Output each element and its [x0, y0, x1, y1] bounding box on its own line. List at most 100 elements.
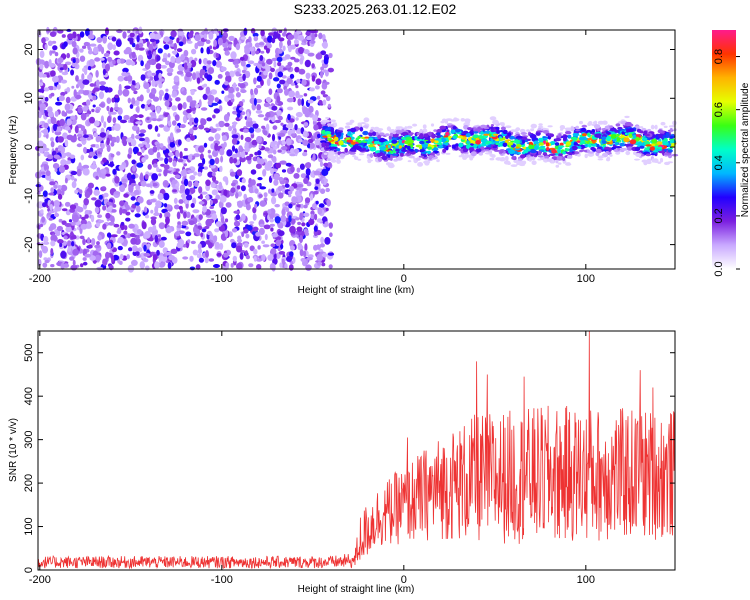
- heatmap-cell: [327, 137, 332, 141]
- heatmap-cell: [279, 41, 283, 49]
- heatmap-cell: [90, 214, 95, 223]
- heatmap-cell: [102, 205, 107, 211]
- heatmap-cell: [373, 140, 380, 145]
- heatmap-cell: [445, 152, 451, 155]
- heatmap-cell: [313, 244, 318, 251]
- heatmap-cell: [134, 202, 140, 206]
- heatmap-cell: [252, 123, 259, 129]
- heatmap-cell: [128, 247, 133, 252]
- heatmap-cell: [460, 152, 465, 157]
- heatmap-cell: [324, 221, 329, 228]
- heatmap-cell: [615, 151, 621, 155]
- heatmap-cell: [99, 85, 106, 91]
- heatmap-cell: [45, 170, 51, 177]
- heatmap-cell: [171, 179, 178, 185]
- heatmap-cell: [520, 132, 528, 135]
- heatmap-cell: [256, 75, 262, 82]
- heatmap-cell: [236, 245, 243, 253]
- heatmap-cell: [265, 48, 270, 54]
- heatmap-cell: [244, 136, 252, 143]
- heatmap-cell: [124, 225, 128, 231]
- heatmap-cell: [412, 123, 418, 127]
- heatmap-cell: [198, 145, 205, 153]
- snr-x-label: Height of straight line (km): [298, 584, 415, 595]
- heatmap-cell: [272, 149, 277, 155]
- heatmap-cell: [299, 163, 305, 170]
- heatmap-cell: [329, 232, 333, 237]
- heatmap-cell: [172, 90, 177, 97]
- heatmap-cell: [235, 92, 241, 98]
- heatmap-cell: [657, 161, 662, 164]
- heatmap-cell: [43, 257, 48, 261]
- heatmap-cell: [250, 169, 257, 175]
- colorbar-gradient: [712, 30, 736, 269]
- y-tick-label: -20: [23, 237, 35, 253]
- heatmap-cell: [71, 181, 77, 189]
- y-tick-label: 20: [23, 43, 35, 55]
- heatmap-cell: [567, 127, 571, 131]
- heatmap-cell: [358, 148, 366, 152]
- heatmap-cell: [296, 226, 303, 232]
- heatmap-cell: [101, 62, 106, 69]
- heatmap-cell: [74, 125, 79, 134]
- heatmap-cell: [310, 213, 315, 220]
- heatmap-cell: [475, 140, 481, 145]
- heatmap-cell: [97, 214, 103, 218]
- heatmap-cell: [321, 262, 326, 267]
- heatmap-cell: [434, 140, 439, 144]
- heatmap-cell: [593, 124, 601, 129]
- heatmap-cell: [212, 198, 218, 204]
- heatmap-cell: [190, 203, 195, 208]
- heatmap-cell: [335, 148, 341, 152]
- heatmap-cell: [565, 141, 572, 146]
- heatmap-cell: [198, 99, 202, 108]
- heatmap-cell: [546, 147, 550, 151]
- heatmap-cell: [67, 246, 72, 253]
- heatmap-cell: [279, 160, 287, 165]
- heatmap-cell: [248, 263, 254, 268]
- heatmap-cell: [317, 261, 322, 266]
- heatmap-cell: [629, 139, 637, 145]
- heatmap-cell: [82, 90, 90, 96]
- heatmap-cell: [52, 45, 58, 51]
- heatmap-cell: [176, 224, 183, 229]
- heatmap-cell: [93, 189, 100, 196]
- heatmap-cell: [336, 159, 341, 164]
- heatmap-cell: [508, 149, 515, 155]
- heatmap-cell: [289, 118, 295, 123]
- heatmap-cell: [112, 204, 117, 208]
- heatmap-cell: [151, 118, 158, 122]
- heatmap-cell: [196, 253, 202, 259]
- heatmap-cell: [436, 128, 443, 134]
- heatmap-cell: [136, 229, 142, 235]
- heatmap-cell: [224, 50, 230, 56]
- x-tick-label: -100: [211, 574, 233, 586]
- heatmap-cell: [155, 63, 162, 70]
- heatmap-cell: [268, 88, 273, 95]
- heatmap-cell: [143, 244, 147, 252]
- heatmap-cell: [484, 130, 491, 135]
- heatmap-cell: [99, 147, 104, 153]
- heatmap-cell: [408, 155, 415, 159]
- heatmap-cell: [175, 149, 180, 158]
- heatmap-cell: [145, 265, 150, 271]
- heatmap-cell: [388, 135, 393, 140]
- heatmap-cell: [465, 132, 471, 138]
- heatmap-cell: [224, 218, 229, 223]
- heatmap-cell: [83, 41, 90, 47]
- heatmap-cell: [520, 154, 526, 159]
- heatmap-cell: [79, 31, 85, 38]
- heatmap-cell: [543, 137, 548, 140]
- heatmap-cell: [294, 66, 300, 73]
- heatmap-cell: [70, 235, 77, 240]
- heatmap-cell: [38, 88, 45, 93]
- heatmap-cell: [75, 75, 79, 82]
- heatmap-cell: [178, 41, 184, 47]
- heatmap-cell: [138, 143, 144, 148]
- heatmap-cell: [147, 124, 153, 130]
- heatmap-cell: [198, 166, 205, 170]
- heatmap-cell: [94, 244, 101, 249]
- heatmap-cell: [528, 144, 533, 150]
- heatmap-cell: [667, 147, 673, 150]
- heatmap-cell: [125, 204, 130, 211]
